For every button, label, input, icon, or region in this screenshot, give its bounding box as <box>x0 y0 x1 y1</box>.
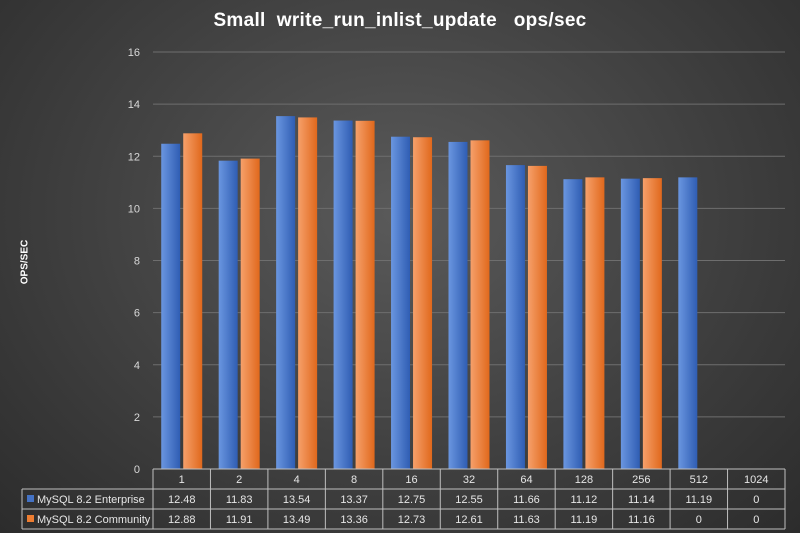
y-tick-label: 16 <box>128 47 140 59</box>
bar <box>240 158 260 469</box>
y-tick-label: 8 <box>134 256 140 268</box>
x-tick-label: 256 <box>632 474 650 486</box>
data-label: 12.55 <box>455 494 483 506</box>
bar <box>355 120 375 470</box>
chart-title: Small write_run_inlist_update ops/sec <box>213 10 587 31</box>
x-tick-label: 2 <box>236 474 242 486</box>
x-tick-label: 128 <box>575 474 593 486</box>
bar <box>161 143 181 470</box>
data-label: 0 <box>753 514 759 526</box>
y-tick-label: 4 <box>134 360 140 372</box>
x-tick-label: 512 <box>690 474 708 486</box>
data-label: 13.54 <box>283 494 311 506</box>
y-tick-label: 2 <box>134 412 140 424</box>
bar <box>470 140 490 469</box>
x-tick-label: 16 <box>405 474 417 486</box>
data-label: 11.12 <box>571 494 598 506</box>
legend-swatch <box>27 495 34 502</box>
data-label: 0 <box>753 494 759 506</box>
data-label: 12.88 <box>168 514 196 526</box>
bar <box>505 165 525 469</box>
bar <box>620 178 640 469</box>
x-tick-label: 64 <box>520 474 532 486</box>
bar <box>333 120 353 469</box>
y-tick-label: 6 <box>134 308 140 320</box>
legend-label: MySQL 8.2 Enterprise <box>37 494 145 506</box>
data-label: 12.75 <box>398 494 426 506</box>
legend-swatch <box>27 515 34 522</box>
data-label: 13.36 <box>340 514 368 526</box>
data-label: 11.16 <box>628 514 655 526</box>
y-tick-label: 12 <box>128 151 140 163</box>
bar <box>298 117 318 470</box>
y-tick-label: 14 <box>128 99 140 111</box>
x-tick-label: 8 <box>351 474 357 486</box>
legend-label: MySQL 8.2 Community <box>37 514 151 526</box>
y-tick-label: 0 <box>134 464 140 476</box>
x-tick-label: 1024 <box>744 474 768 486</box>
data-label: 11.66 <box>513 494 540 506</box>
x-tick-label: 1 <box>179 474 185 486</box>
data-label: 11.83 <box>226 494 253 506</box>
data-label: 11.14 <box>628 494 655 506</box>
bar <box>413 137 433 470</box>
bar <box>585 177 605 469</box>
y-tick-label: 10 <box>128 203 140 215</box>
data-label: 11.91 <box>226 514 253 526</box>
bar <box>527 165 547 469</box>
x-tick-label: 4 <box>294 474 300 486</box>
bar <box>183 133 203 469</box>
data-label: 12.48 <box>168 494 196 506</box>
bar <box>276 116 296 470</box>
bar <box>391 136 411 469</box>
data-label: 12.61 <box>455 514 483 526</box>
bar <box>642 178 662 469</box>
data-label: 11.19 <box>571 514 598 526</box>
bar <box>563 179 583 469</box>
x-tick-label: 32 <box>463 474 475 486</box>
data-label: 13.49 <box>283 514 311 526</box>
data-label: 11.63 <box>513 514 540 526</box>
data-label: 13.37 <box>340 494 368 506</box>
data-label: 12.73 <box>398 514 426 526</box>
bar <box>218 160 238 470</box>
bar <box>678 177 698 469</box>
bar <box>448 141 468 469</box>
data-label: 11.19 <box>685 494 712 506</box>
data-label: 0 <box>696 514 702 526</box>
